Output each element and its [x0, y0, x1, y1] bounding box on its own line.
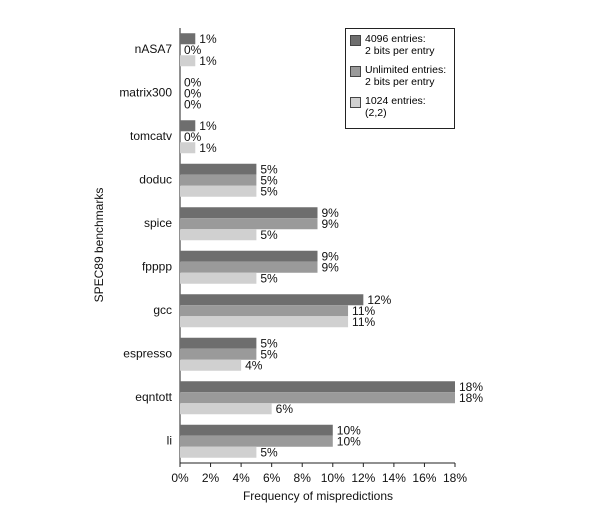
bar: [180, 207, 318, 219]
bar: [180, 272, 257, 284]
bar: [180, 33, 196, 45]
value-label: 9%: [322, 260, 340, 274]
x-tick-label: 14%: [382, 471, 406, 485]
value-label: 5%: [260, 445, 278, 459]
legend-label: Unlimited entries: 2 bits per entry: [365, 64, 447, 88]
y-axis-label: SPEC89 benchmarks: [92, 188, 106, 303]
value-label: 0%: [184, 97, 202, 111]
bar: [180, 446, 257, 458]
value-label: 18%: [459, 380, 483, 394]
y-tick-label: fpppp: [142, 259, 172, 273]
value-label: 0%: [184, 75, 202, 89]
y-tick-label: matrix300: [119, 85, 172, 99]
value-label: 0%: [184, 130, 202, 144]
legend-item: Unlimited entries: 2 bits per entry: [350, 64, 450, 88]
bar: [180, 381, 455, 393]
value-label: 11%: [352, 315, 375, 329]
legend-swatch: [350, 35, 361, 46]
x-tick-label: 10%: [321, 471, 345, 485]
legend-swatch: [350, 97, 361, 108]
value-label: 9%: [322, 217, 340, 231]
bar: [180, 120, 196, 132]
x-tick-label: 6%: [263, 471, 281, 485]
y-tick-label: eqntott: [135, 390, 172, 404]
y-tick-label: tomcatv: [130, 129, 172, 143]
value-label: 1%: [199, 119, 217, 133]
value-label: 11%: [352, 304, 375, 318]
value-label: 0%: [184, 43, 202, 57]
x-tick-label: 8%: [294, 471, 312, 485]
x-axis-label: Frequency of mispredictions: [243, 489, 393, 503]
y-tick-label: nASA7: [135, 42, 173, 56]
value-label: 5%: [260, 173, 278, 187]
value-label: 5%: [260, 184, 278, 198]
x-tick-label: 4%: [232, 471, 250, 485]
bar: [180, 435, 333, 447]
bar: [180, 424, 333, 436]
legend-label: 4096 entries: 2 bits per entry: [365, 33, 435, 57]
bar: [180, 185, 257, 197]
x-tick-label: 0%: [171, 471, 189, 485]
bar: [180, 348, 257, 360]
bar: [180, 174, 257, 186]
value-label: 12%: [367, 293, 391, 307]
y-tick-label: spice: [144, 216, 172, 230]
bar: [180, 229, 257, 241]
value-label: 5%: [260, 162, 278, 176]
bar: [180, 218, 318, 230]
y-tick-label: gcc: [153, 303, 172, 317]
bar: [180, 261, 318, 273]
value-label: 9%: [322, 249, 340, 263]
bar: [180, 337, 257, 349]
value-label: 5%: [260, 336, 278, 350]
value-label: 18%: [459, 391, 483, 405]
bar: [180, 403, 272, 415]
x-tick-label: 2%: [202, 471, 220, 485]
legend: 4096 entries: 2 bits per entry Unlimited …: [345, 28, 455, 129]
bar: [180, 305, 349, 317]
legend-swatch: [350, 66, 361, 77]
value-label: 10%: [337, 423, 361, 437]
value-label: 10%: [337, 434, 361, 448]
bar: [180, 392, 455, 404]
value-label: 5%: [260, 228, 278, 242]
bar: [180, 163, 257, 175]
value-label: 0%: [184, 86, 202, 100]
value-label: 6%: [276, 402, 294, 416]
bar: [180, 359, 242, 371]
x-tick-label: 18%: [443, 471, 467, 485]
x-tick-label: 12%: [351, 471, 375, 485]
value-label: 4%: [245, 358, 263, 372]
bar: [180, 316, 349, 328]
value-label: 5%: [260, 347, 278, 361]
bar: [180, 55, 196, 67]
y-tick-label: doduc: [139, 172, 172, 186]
value-label: 1%: [199, 141, 217, 155]
value-label: 1%: [199, 32, 217, 46]
legend-item: 1024 entries: (2,2): [350, 95, 450, 119]
bar: [180, 250, 318, 262]
value-label: 9%: [322, 206, 340, 220]
bar: [180, 142, 196, 154]
value-label: 1%: [199, 54, 217, 68]
value-label: 5%: [260, 271, 278, 285]
x-tick-label: 16%: [412, 471, 436, 485]
legend-item: 4096 entries: 2 bits per entry: [350, 33, 450, 57]
legend-label: 1024 entries: (2,2): [365, 95, 426, 119]
y-tick-label: espresso: [123, 346, 172, 360]
bar: [180, 294, 364, 306]
y-tick-label: li: [167, 433, 172, 447]
